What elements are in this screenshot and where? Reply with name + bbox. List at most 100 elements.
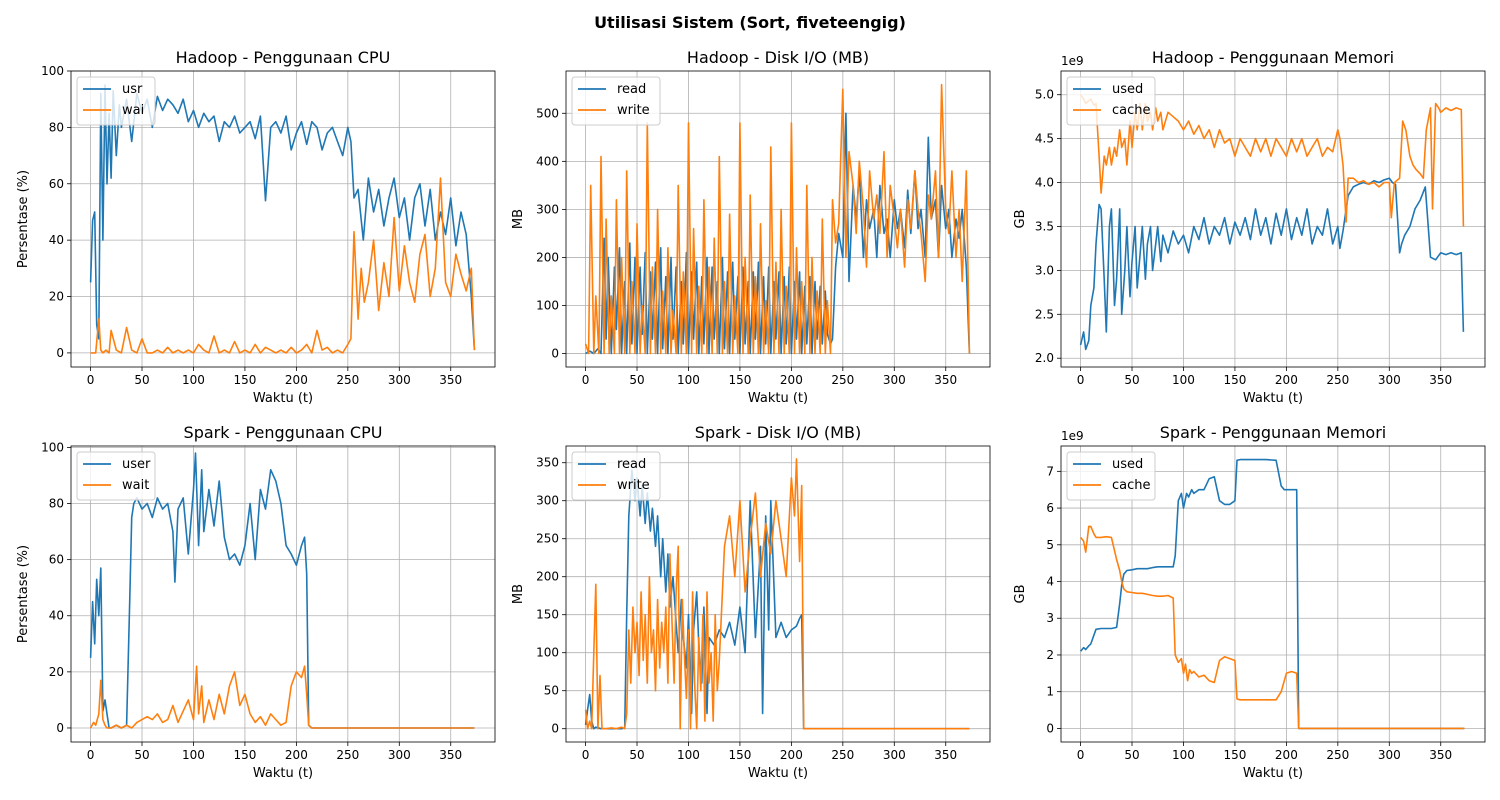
y-tick-label: 40 bbox=[49, 609, 64, 623]
x-tick-label: 200 bbox=[1275, 748, 1298, 762]
y-tick-label: 40 bbox=[49, 233, 64, 247]
subplot-5: 0 50 100 150 200 250 300 350 0 50 100 150 200 250 300 3… bbox=[511, 423, 991, 781]
x-tick-label: 300 bbox=[1378, 748, 1401, 762]
x-axis-label: Waktu (t) bbox=[1243, 766, 1303, 781]
y-tick-label: 20 bbox=[49, 665, 64, 679]
plot-frame bbox=[565, 445, 991, 743]
x-tick-label: 150 bbox=[728, 748, 751, 762]
x-axis-label: Waktu (t) bbox=[253, 766, 313, 781]
legend-label-wait: wait bbox=[122, 478, 149, 493]
y-offset-text: 1e9 bbox=[1061, 54, 1084, 68]
series-line-cache bbox=[1079, 525, 1465, 730]
y-tick-label: 500 bbox=[536, 106, 559, 120]
x-tick-label: 300 bbox=[883, 373, 906, 387]
x-tick-label: 100 bbox=[182, 373, 205, 387]
x-tick-label: 250 bbox=[831, 373, 854, 387]
series-line-write bbox=[584, 83, 971, 355]
legend-label-write: write bbox=[617, 478, 650, 493]
y-tick-label: 0 bbox=[1046, 721, 1054, 735]
y-tick-label: 250 bbox=[536, 532, 559, 546]
y-tick-label: 50 bbox=[544, 684, 559, 698]
series-line-used bbox=[1079, 458, 1465, 730]
y-tick-label: 5.0 bbox=[1035, 88, 1054, 102]
series-line-write bbox=[584, 458, 970, 730]
series-line-usr bbox=[89, 84, 476, 351]
x-tick-label: 150 bbox=[233, 748, 256, 762]
subplot-1: 0 50 100 150 200 250 300 350 0 20 40 60 80 100 Hadoop … bbox=[16, 48, 496, 406]
subplot-title: Hadoop - Penggunaan Memori bbox=[1152, 48, 1394, 67]
y-tick-label: 2.5 bbox=[1035, 307, 1054, 321]
y-tick-label: 300 bbox=[536, 202, 559, 216]
x-tick-label: 200 bbox=[780, 373, 803, 387]
x-axis-label: Waktu (t) bbox=[748, 391, 808, 406]
y-tick-label: 3.5 bbox=[1035, 219, 1054, 233]
x-tick-label: 350 bbox=[934, 373, 957, 387]
legend-label-wai: wai bbox=[122, 103, 144, 118]
y-tick-label: 400 bbox=[536, 154, 559, 168]
y-tick-label: 6 bbox=[1046, 501, 1054, 515]
y-axis-label: GB bbox=[1013, 585, 1028, 604]
x-tick-label: 350 bbox=[1429, 748, 1452, 762]
x-tick-label: 100 bbox=[677, 748, 700, 762]
subplot-2: 0 50 100 150 200 250 300 350 0 100 200 300 400 500 Had… bbox=[511, 48, 991, 406]
legend-label-cache: cache bbox=[1112, 103, 1151, 118]
plot-frame bbox=[565, 70, 991, 368]
x-tick-label: 0 bbox=[1077, 373, 1085, 387]
series-line-wait bbox=[89, 665, 475, 729]
x-tick-label: 150 bbox=[233, 373, 256, 387]
y-tick-label: 7 bbox=[1046, 464, 1054, 478]
y-tick-label: 300 bbox=[536, 494, 559, 508]
subplot-title: Hadoop - Penggunaan CPU bbox=[176, 48, 391, 67]
series-line-read bbox=[584, 469, 970, 730]
y-tick-label: 2.0 bbox=[1035, 351, 1054, 365]
legend-label-read: read bbox=[617, 82, 646, 97]
y-tick-label: 3 bbox=[1046, 611, 1054, 625]
y-offset-text: 1e9 bbox=[1061, 429, 1084, 443]
x-tick-label: 0 bbox=[1077, 748, 1085, 762]
x-tick-label: 350 bbox=[934, 748, 957, 762]
y-tick-label: 2 bbox=[1046, 648, 1054, 662]
x-tick-label: 300 bbox=[388, 748, 411, 762]
legend-label-used: used bbox=[1112, 457, 1143, 472]
plot-frame bbox=[1060, 70, 1486, 368]
subplot-title: Spark - Penggunaan Memori bbox=[1160, 423, 1386, 442]
y-axis-label: Persentase (%) bbox=[16, 545, 31, 643]
y-tick-label: 5 bbox=[1046, 538, 1054, 552]
subplot-6: 0 50 100 150 200 250 300 350 0 1 2 3 4 5 6 7 Spark - Pen… bbox=[1013, 423, 1486, 781]
y-axis-label: Persentase (%) bbox=[16, 170, 31, 268]
x-tick-label: 250 bbox=[336, 748, 359, 762]
y-tick-label: 4 bbox=[1046, 575, 1054, 589]
y-tick-label: 200 bbox=[536, 570, 559, 584]
x-axis-label: Waktu (t) bbox=[748, 766, 808, 781]
y-tick-label: 100 bbox=[41, 64, 64, 78]
x-tick-label: 200 bbox=[285, 373, 308, 387]
legend-label-cache: cache bbox=[1112, 478, 1151, 493]
y-axis-label: MB bbox=[511, 209, 526, 229]
plot-frame bbox=[70, 445, 496, 743]
legend-label-write: write bbox=[617, 103, 650, 118]
legend-label-usr: usr bbox=[122, 82, 143, 97]
x-tick-label: 250 bbox=[336, 373, 359, 387]
subplot-3: 0 50 100 150 200 250 300 350 2.0 2.5 3.0 3.5 4.0 4.5 5… bbox=[1013, 48, 1486, 406]
x-tick-label: 150 bbox=[1223, 748, 1246, 762]
x-axis-label: Waktu (t) bbox=[1243, 391, 1303, 406]
x-tick-label: 350 bbox=[439, 748, 462, 762]
x-tick-label: 300 bbox=[1378, 373, 1401, 387]
series-line-wai bbox=[90, 177, 476, 354]
y-tick-label: 100 bbox=[536, 298, 559, 312]
figure-title: Utilisasi Sistem (Sort, fiveteengig) bbox=[594, 13, 906, 32]
y-tick-label: 1 bbox=[1046, 685, 1054, 699]
legend-label-user: user bbox=[122, 457, 151, 472]
y-tick-label: 100 bbox=[41, 440, 64, 454]
x-tick-label: 100 bbox=[1172, 373, 1195, 387]
x-tick-label: 50 bbox=[1124, 748, 1139, 762]
y-axis-label: MB bbox=[511, 584, 526, 604]
x-tick-label: 150 bbox=[1223, 373, 1246, 387]
x-tick-label: 0 bbox=[582, 373, 590, 387]
x-tick-label: 100 bbox=[1172, 748, 1195, 762]
y-tick-label: 80 bbox=[49, 120, 64, 134]
y-tick-label: 350 bbox=[536, 456, 559, 470]
x-tick-label: 350 bbox=[1429, 373, 1452, 387]
plot-frame bbox=[70, 70, 496, 368]
